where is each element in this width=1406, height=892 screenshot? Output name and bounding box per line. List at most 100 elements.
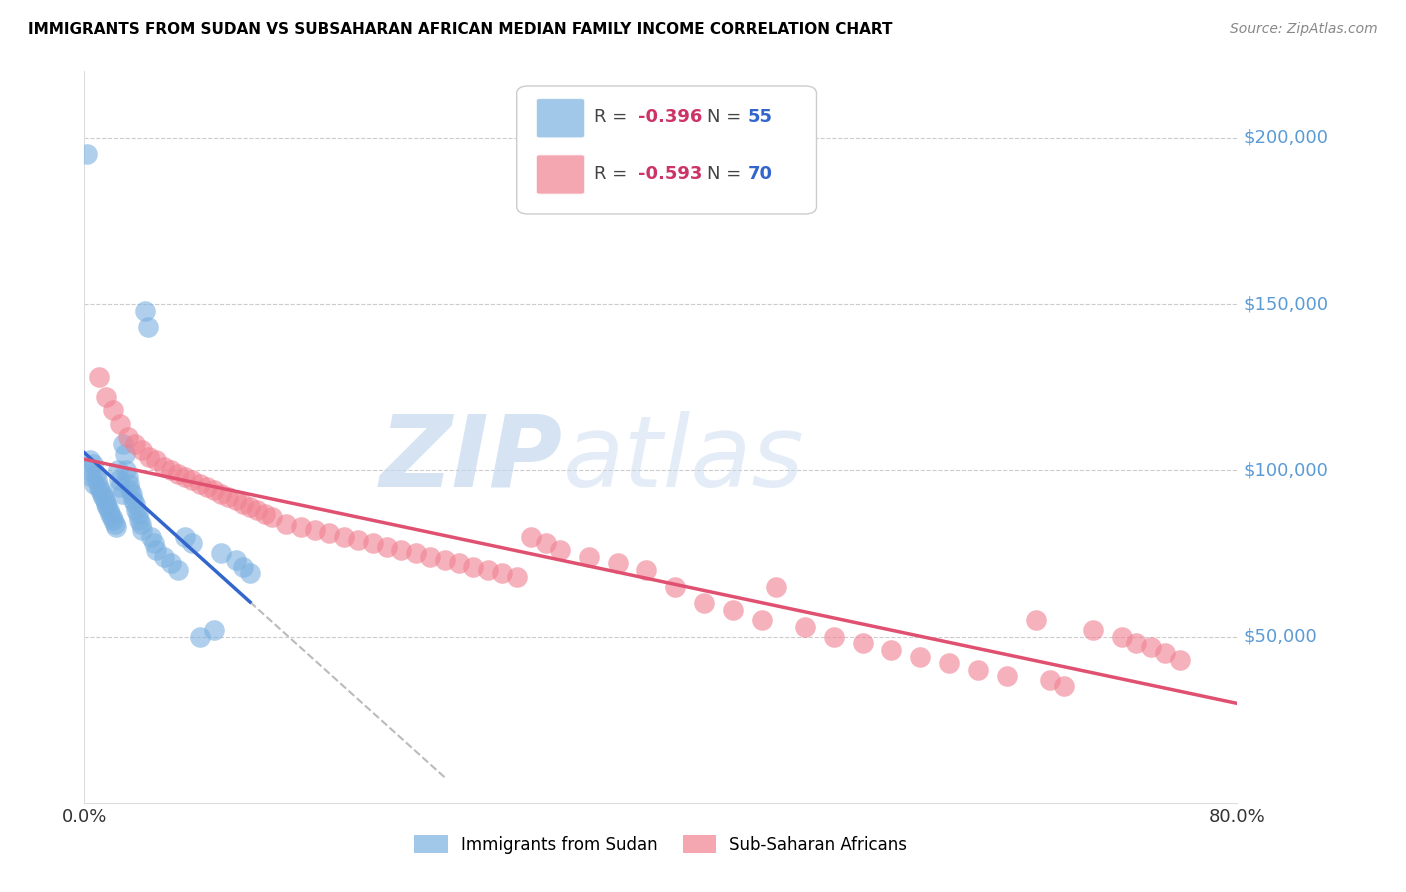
Point xyxy=(548,543,571,558)
Point xyxy=(1083,623,1105,637)
Point xyxy=(534,536,557,550)
Point xyxy=(152,549,174,564)
Point xyxy=(260,509,283,524)
Point xyxy=(375,540,398,554)
Point xyxy=(131,523,153,537)
Point xyxy=(880,643,903,657)
Point xyxy=(209,546,232,560)
Point xyxy=(1168,653,1191,667)
Point xyxy=(578,549,600,564)
Point xyxy=(118,476,141,491)
Point xyxy=(80,470,103,484)
Point xyxy=(79,453,101,467)
Point xyxy=(120,483,142,498)
Point xyxy=(967,663,990,677)
Text: N =: N = xyxy=(707,165,747,183)
FancyBboxPatch shape xyxy=(536,98,585,138)
Text: atlas: atlas xyxy=(562,410,804,508)
Text: 55: 55 xyxy=(748,108,772,126)
Point xyxy=(91,490,114,504)
Point xyxy=(491,566,513,581)
Point xyxy=(152,460,174,475)
FancyBboxPatch shape xyxy=(536,154,585,194)
Point xyxy=(110,480,132,494)
Point xyxy=(115,463,138,477)
Point xyxy=(125,503,148,517)
Text: $100,000: $100,000 xyxy=(1243,461,1327,479)
Point xyxy=(1025,613,1047,627)
Point xyxy=(77,463,100,477)
Point xyxy=(520,530,543,544)
Point xyxy=(693,596,716,610)
Point xyxy=(347,533,370,548)
Text: R =: R = xyxy=(593,108,633,126)
Point xyxy=(225,493,247,508)
Point xyxy=(76,147,98,161)
Text: -0.593: -0.593 xyxy=(638,165,702,183)
Point xyxy=(721,603,744,617)
Point xyxy=(232,497,254,511)
Point xyxy=(111,486,134,500)
Point xyxy=(290,520,312,534)
Point xyxy=(419,549,441,564)
Text: $150,000: $150,000 xyxy=(1243,295,1329,313)
Point xyxy=(122,493,145,508)
Point xyxy=(181,536,204,550)
Point xyxy=(1125,636,1147,650)
Text: IMMIGRANTS FROM SUDAN VS SUBSAHARAN AFRICAN MEDIAN FAMILY INCOME CORRELATION CHA: IMMIGRANTS FROM SUDAN VS SUBSAHARAN AFRI… xyxy=(28,22,893,37)
Point xyxy=(239,566,262,581)
Point xyxy=(202,483,225,498)
Point xyxy=(209,486,232,500)
Point xyxy=(104,516,127,531)
Point xyxy=(110,417,132,431)
Point xyxy=(188,630,211,644)
Point xyxy=(97,503,120,517)
Point xyxy=(139,530,162,544)
Point xyxy=(225,553,247,567)
Point xyxy=(333,530,356,544)
Text: $50,000: $50,000 xyxy=(1243,628,1317,646)
Point xyxy=(606,557,628,571)
Point xyxy=(477,563,499,577)
Point xyxy=(202,623,225,637)
Point xyxy=(124,497,146,511)
Text: 70: 70 xyxy=(748,165,772,183)
Point xyxy=(86,473,108,487)
Point xyxy=(195,480,218,494)
Point xyxy=(121,486,143,500)
Point xyxy=(1039,673,1062,687)
Point xyxy=(112,436,135,450)
Point xyxy=(124,436,146,450)
Point xyxy=(433,553,456,567)
Point xyxy=(87,370,110,384)
Point xyxy=(127,507,149,521)
Point xyxy=(405,546,427,560)
Point xyxy=(852,636,875,650)
Point xyxy=(105,520,128,534)
Point xyxy=(167,563,190,577)
Point xyxy=(246,503,269,517)
Point xyxy=(506,570,529,584)
Text: ZIP: ZIP xyxy=(380,410,562,508)
Point xyxy=(318,526,340,541)
Point xyxy=(276,516,298,531)
Point xyxy=(134,303,156,318)
Point xyxy=(94,390,117,404)
Point xyxy=(82,457,104,471)
Point xyxy=(84,467,107,481)
Point xyxy=(938,656,960,670)
Point xyxy=(117,470,139,484)
Point xyxy=(145,543,167,558)
Point xyxy=(131,443,153,458)
Point xyxy=(188,476,211,491)
Point xyxy=(89,483,111,498)
Point xyxy=(463,559,485,574)
Point xyxy=(794,619,817,633)
Point xyxy=(664,580,686,594)
Point xyxy=(910,649,932,664)
Point xyxy=(751,613,773,627)
Point xyxy=(87,480,110,494)
Point xyxy=(174,470,197,484)
Point xyxy=(239,500,262,514)
Point xyxy=(361,536,384,550)
